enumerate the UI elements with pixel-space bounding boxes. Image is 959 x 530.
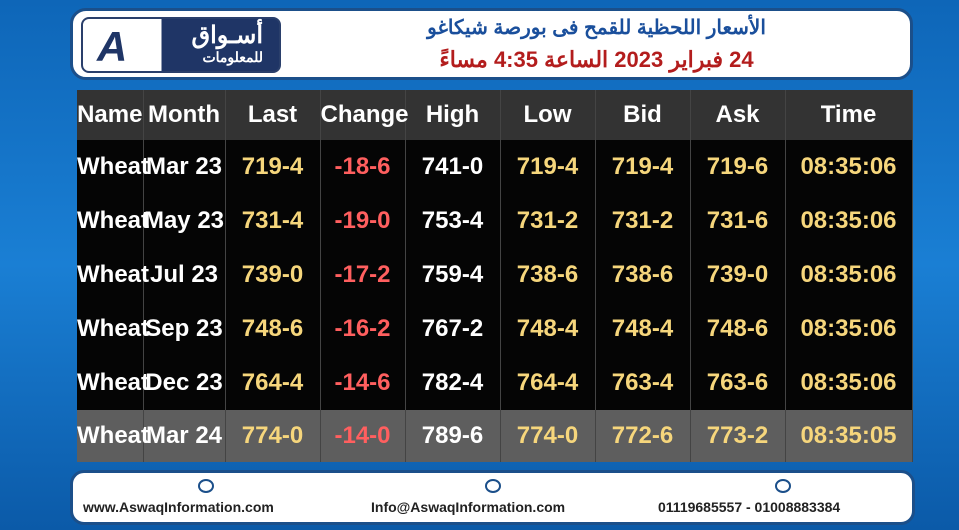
cell: Mar 23	[143, 140, 226, 194]
cell: 08:35:06	[785, 140, 913, 194]
cell: -14-0	[320, 410, 406, 462]
cell: 763-4	[595, 356, 691, 410]
column-header: Ask	[690, 90, 786, 140]
cell: 763-6	[690, 356, 786, 410]
cell: Wheat	[77, 248, 149, 302]
cell: 748-6	[690, 302, 786, 356]
cell: 764-4	[500, 356, 596, 410]
column-header: Change	[320, 90, 409, 140]
cell: 719-6	[690, 140, 786, 194]
column-header: Low	[500, 90, 596, 140]
cell: 08:35:06	[785, 302, 913, 356]
cell: 739-0	[690, 248, 786, 302]
cell: 08:35:06	[785, 356, 913, 410]
cell: -14-6	[320, 356, 406, 410]
cell: 741-0	[405, 140, 501, 194]
cell: -16-2	[320, 302, 406, 356]
table-row: Wheat Mar 23 719-4 -18-6 741-0 719-4 719-4 719-…	[77, 140, 913, 194]
cell: 748-4	[500, 302, 596, 356]
cell: 753-4	[405, 194, 501, 248]
cell: 731-2	[595, 194, 691, 248]
cell: 719-4	[500, 140, 596, 194]
header-row: Name Month Last Change High Low Bid Ask Time	[77, 90, 913, 140]
website: www.AswaqInformation.com	[83, 499, 274, 515]
cell: 772-6	[595, 410, 691, 462]
price-table: Name Month Last Change High Low Bid Ask Time Whe…	[77, 90, 913, 462]
cell: 782-4	[405, 356, 501, 410]
cell: -18-6	[320, 140, 406, 194]
cell: Wheat	[77, 140, 149, 194]
phone-icon	[775, 479, 791, 493]
logo: A أسـواق للمعلومات	[81, 17, 281, 73]
table-row: Wheat May 23 731-4 -19-0 753-4 731-2 731-2 731-…	[77, 194, 913, 248]
header: A أسـواق للمعلومات الأسعار اللحظية للقمح…	[70, 8, 913, 80]
cell: 08:35:06	[785, 194, 913, 248]
column-header: Time	[785, 90, 913, 140]
cell: 739-0	[225, 248, 321, 302]
column-header: Month	[143, 90, 226, 140]
cell: 748-4	[595, 302, 691, 356]
logo-text: أسـواق	[191, 22, 264, 49]
cell: 719-4	[225, 140, 321, 194]
cell: Jul 23	[143, 248, 226, 302]
cell: 731-4	[225, 194, 321, 248]
logo-icon: A	[97, 23, 128, 70]
table-row: Wheat Mar 24 774-0 -14-0 789-6 774-0 772-6 773-…	[77, 410, 913, 462]
cell: Dec 23	[143, 356, 226, 410]
table-row: Wheat Dec 23 764-4 -14-6 782-4 764-4 763-4 763-…	[77, 356, 913, 410]
column-header: Bid	[595, 90, 691, 140]
cell: 764-4	[225, 356, 321, 410]
cell: 738-6	[500, 248, 596, 302]
cell: 774-0	[500, 410, 596, 462]
cell: -19-0	[320, 194, 406, 248]
cell: 774-0	[225, 410, 321, 462]
logo-subtext: للمعلومات	[202, 49, 263, 65]
column-header: Last	[225, 90, 321, 140]
footer: www.AswaqInformation.com Info@AswaqInfor…	[70, 470, 915, 525]
cell: Wheat	[77, 194, 149, 248]
column-header: High	[405, 90, 501, 140]
cell: May 23	[143, 194, 226, 248]
cell: 767-2	[405, 302, 501, 356]
subtitle: 24 فبراير 2023 الساعة 4:35 مساءً	[439, 47, 754, 72]
table-body: Wheat Mar 23 719-4 -18-6 741-0 719-4 719-4 719-…	[77, 140, 913, 462]
cell: Wheat	[77, 302, 149, 356]
cell: 773-2	[690, 410, 786, 462]
table-row: Wheat Sep 23 748-6 -16-2 767-2 748-4 748-4 748-…	[77, 302, 913, 356]
web-icon	[198, 479, 214, 493]
cell: 731-6	[690, 194, 786, 248]
cell: 08:35:05	[785, 410, 913, 462]
title: الأسعار اللحظية للقمح فى بورصة شيكاغو	[427, 17, 766, 39]
email-icon	[485, 479, 501, 493]
cell: 748-6	[225, 302, 321, 356]
cell: 759-4	[405, 248, 501, 302]
cell: Sep 23	[143, 302, 226, 356]
cell: Wheat	[77, 410, 149, 462]
table-row: Wheat Jul 23 739-0 -17-2 759-4 738-6 738-6 739-…	[77, 248, 913, 302]
phones: 01119685557 - 01008883384	[658, 499, 841, 515]
email: Info@AswaqInformation.com	[371, 499, 566, 515]
cell: -17-2	[320, 248, 406, 302]
cell: Mar 24	[143, 410, 226, 462]
cell: Wheat	[77, 356, 149, 410]
cell: 719-4	[595, 140, 691, 194]
cell: 08:35:06	[785, 248, 913, 302]
cell: 789-6	[405, 410, 501, 462]
column-header: Name	[77, 90, 144, 140]
cell: 731-2	[500, 194, 596, 248]
cell: 738-6	[595, 248, 691, 302]
